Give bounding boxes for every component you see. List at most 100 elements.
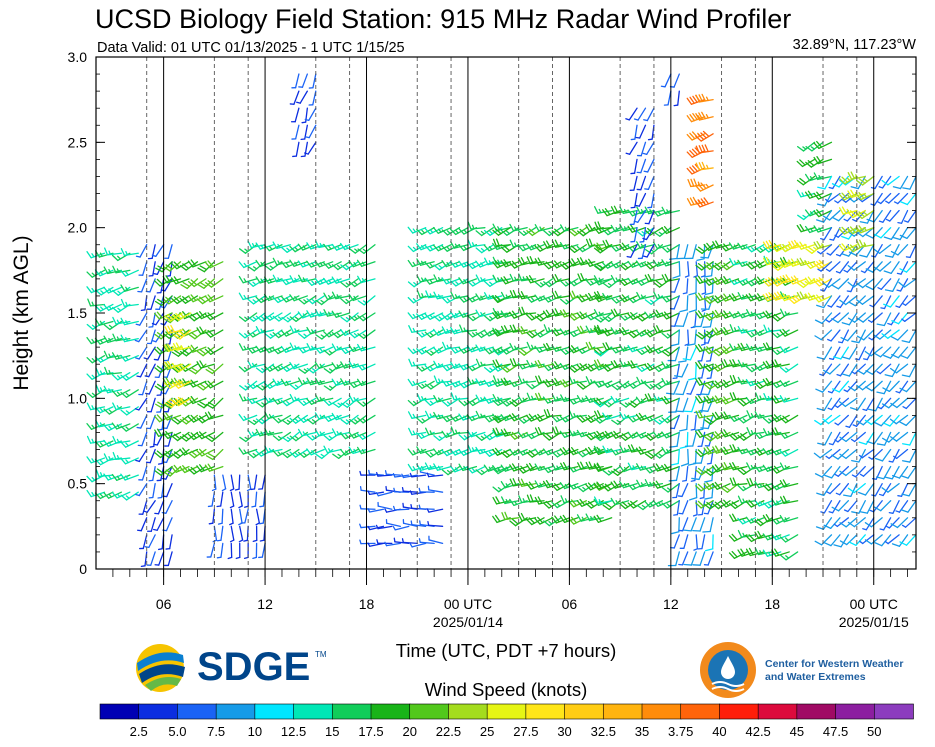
barb-feather	[247, 280, 254, 287]
barb-feather	[165, 469, 174, 475]
wind-barb	[289, 361, 308, 370]
barb-half-feather	[658, 231, 663, 236]
barb-half-feather	[480, 230, 485, 235]
barb-feather	[698, 162, 703, 171]
wind-barb	[255, 448, 275, 457]
barb-half-feather	[116, 391, 121, 396]
barb-half-feather	[157, 428, 163, 431]
barb-feather	[207, 380, 214, 388]
barb-half-feather	[252, 419, 258, 424]
barb-half-feather	[412, 228, 417, 233]
barb-half-feather	[581, 348, 586, 353]
wind-barb	[258, 508, 266, 525]
barb-half-feather	[649, 481, 653, 487]
wind-barb	[684, 261, 690, 278]
barb-feather	[86, 271, 93, 278]
barb-feather	[196, 312, 203, 320]
barb-half-feather	[362, 418, 367, 422]
wind-barb	[692, 551, 706, 566]
barb-staff	[152, 465, 156, 482]
barb-staff	[675, 465, 680, 481]
wind-barb	[146, 397, 156, 413]
barb-feather	[86, 323, 94, 330]
barb-staff	[640, 158, 647, 174]
barb-half-feather	[91, 438, 95, 444]
wind-barb	[120, 389, 139, 398]
barb-feather	[526, 392, 531, 401]
barb-half-feather	[180, 365, 185, 370]
barb-half-feather	[99, 339, 104, 344]
barb-feather	[207, 347, 215, 354]
barb-staff	[138, 448, 148, 463]
wind-barb	[204, 380, 224, 389]
wind-barb	[280, 244, 300, 253]
barb-feather	[559, 430, 566, 438]
barb-feather	[306, 448, 312, 456]
barb-half-feather	[531, 297, 535, 302]
barb-feather	[424, 451, 432, 458]
barb-half-feather	[547, 365, 552, 370]
barb-half-feather	[258, 522, 264, 525]
wind-barb	[306, 377, 325, 386]
barb-staff	[212, 508, 216, 524]
barb-half-feather	[286, 436, 292, 441]
barb-staff	[686, 278, 689, 294]
wind-barb	[103, 286, 123, 294]
barb-feather	[683, 563, 693, 566]
wind-barb	[314, 361, 334, 369]
barb-feather	[86, 435, 92, 444]
barb-half-feather	[269, 333, 274, 338]
wind-barb	[229, 474, 235, 492]
wind-barb	[172, 396, 192, 407]
barb-staff	[303, 329, 317, 339]
barb-feather	[610, 261, 617, 269]
barb-feather	[297, 346, 304, 354]
barb-half-feather	[302, 245, 307, 250]
barb-half-feather	[319, 279, 324, 284]
barb-half-feather	[336, 294, 340, 299]
barb-half-feather	[393, 487, 396, 493]
barb-half-feather	[607, 382, 611, 387]
barb-feather	[610, 224, 616, 233]
barb-staff	[686, 414, 689, 431]
barb-feather	[605, 342, 610, 350]
barb-staff	[687, 448, 690, 465]
barb-half-feather	[125, 320, 129, 325]
barb-feather	[585, 376, 591, 385]
wind-barb	[301, 107, 308, 124]
barb-half-feather	[135, 493, 140, 497]
barb-staff	[692, 244, 697, 259]
barb-half-feather	[410, 504, 413, 509]
barb-half-feather	[635, 136, 641, 139]
barb-feather	[693, 178, 698, 187]
barb-staff	[694, 329, 697, 345]
barb-feather	[173, 417, 181, 423]
barb-half-feather	[607, 470, 612, 474]
wind-barb	[148, 483, 156, 499]
barb-half-feather	[463, 400, 468, 405]
barb-half-feather	[216, 539, 222, 542]
barb-feather	[197, 403, 205, 409]
barb-half-feather	[108, 409, 113, 414]
wind-barb	[703, 551, 714, 566]
barb-half-feather	[125, 459, 129, 464]
barb-feather	[281, 452, 289, 459]
barb-half-feather	[497, 400, 502, 405]
barb-feather	[602, 240, 608, 249]
barb-staff	[647, 175, 655, 190]
barb-feather	[610, 297, 618, 304]
barb-feather	[171, 453, 179, 459]
barb-staff	[695, 261, 699, 277]
barb-feather	[197, 283, 205, 289]
barb-feather	[674, 375, 683, 378]
barb-half-feather	[116, 475, 121, 480]
wind-barb	[425, 427, 444, 436]
wind-barb	[264, 261, 283, 271]
barb-half-feather	[91, 491, 95, 497]
barb-half-feather	[261, 367, 266, 372]
barb-staff	[703, 483, 706, 499]
barb-feather	[205, 368, 213, 375]
wind-barb	[289, 275, 308, 283]
barb-half-feather	[616, 384, 621, 389]
barb-staff	[695, 534, 699, 550]
